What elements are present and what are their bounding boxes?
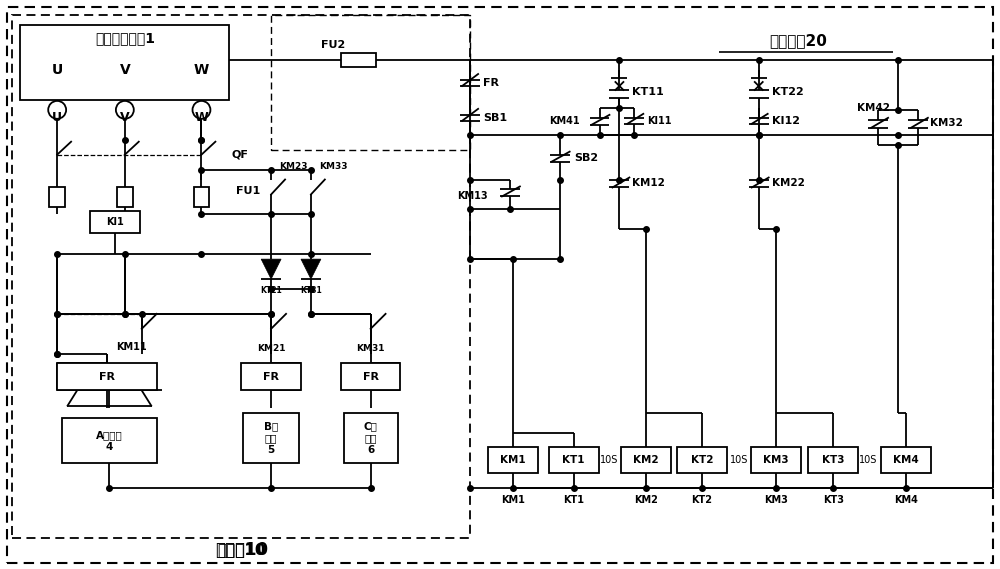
Text: KI1: KI1: [106, 217, 124, 227]
Text: FR: FR: [363, 372, 379, 382]
Bar: [62, 418, 157, 463]
Circle shape: [116, 101, 134, 119]
Text: FR: FR: [263, 372, 279, 382]
Bar: [117, 187, 133, 207]
Text: SB1: SB1: [483, 113, 507, 123]
Text: KM32: KM32: [930, 118, 963, 128]
Bar: [49, 187, 65, 207]
Bar: [243, 413, 299, 463]
Text: KT3: KT3: [823, 495, 844, 505]
Text: KT2: KT2: [691, 455, 713, 465]
Bar: [621, 447, 671, 473]
Bar: [341, 362, 400, 390]
Text: KM42: KM42: [857, 103, 890, 113]
Bar: [488, 447, 538, 473]
Text: KM22: KM22: [772, 179, 805, 188]
Text: 船舶发电机组1: 船舶发电机组1: [95, 31, 155, 45]
Text: W: W: [195, 112, 208, 124]
Text: KM1: KM1: [501, 495, 525, 505]
Text: KT3: KT3: [822, 455, 845, 465]
Text: 主电路10: 主电路10: [217, 542, 266, 557]
Bar: [20, 25, 229, 100]
Text: KT1: KT1: [562, 455, 585, 465]
Bar: [751, 447, 801, 473]
Text: KT22: KT22: [772, 87, 803, 97]
Bar: [241, 362, 301, 390]
Text: KM12: KM12: [632, 179, 665, 188]
Bar: [677, 447, 727, 473]
Text: KM13: KM13: [457, 191, 488, 201]
Text: KM1: KM1: [500, 455, 526, 465]
Bar: [194, 187, 209, 207]
Text: KM4: KM4: [893, 455, 919, 465]
Text: B类
负载
5: B类 负载 5: [264, 422, 278, 455]
Text: KM41: KM41: [549, 116, 580, 126]
Text: KI12: KI12: [772, 116, 800, 126]
Text: KM23: KM23: [279, 162, 308, 171]
Text: KM2: KM2: [634, 495, 658, 505]
Bar: [344, 413, 398, 463]
Circle shape: [48, 101, 66, 119]
Text: KT21: KT21: [260, 286, 282, 295]
Bar: [12, 15, 470, 538]
Text: KM11: KM11: [116, 342, 147, 352]
Text: FU2: FU2: [321, 40, 345, 50]
Text: A类负载
4: A类负载 4: [96, 430, 122, 452]
Text: 10S: 10S: [600, 455, 619, 465]
Text: FU1: FU1: [236, 187, 261, 196]
Text: KT2: KT2: [692, 495, 713, 505]
Text: 10S: 10S: [859, 455, 877, 465]
Bar: [808, 447, 858, 473]
Polygon shape: [301, 259, 321, 279]
Bar: [341, 53, 376, 67]
Text: FR: FR: [483, 78, 499, 88]
Text: 主电路10: 主电路10: [215, 541, 268, 559]
Text: V: V: [120, 112, 130, 124]
Text: KM31: KM31: [356, 344, 385, 353]
Text: KT1: KT1: [563, 495, 584, 505]
Text: U: U: [52, 63, 63, 77]
Text: FR: FR: [99, 372, 115, 382]
Text: KM2: KM2: [633, 455, 659, 465]
Text: KM33: KM33: [319, 162, 347, 171]
Text: V: V: [119, 63, 130, 77]
Text: W: W: [194, 63, 209, 77]
Text: C类
负载
6: C类 负载 6: [364, 422, 378, 455]
Text: U: U: [52, 112, 62, 124]
Text: KM3: KM3: [764, 495, 788, 505]
Text: KT31: KT31: [300, 286, 322, 295]
Text: QF: QF: [231, 150, 248, 160]
Text: KI11: KI11: [647, 116, 672, 126]
Text: KM21: KM21: [257, 344, 285, 353]
Text: 控制电路20: 控制电路20: [770, 32, 827, 48]
Bar: [271, 15, 470, 150]
Bar: [549, 447, 599, 473]
Bar: [90, 211, 140, 233]
Text: KM4: KM4: [894, 495, 918, 505]
Circle shape: [193, 101, 210, 119]
Bar: [57, 362, 157, 390]
Text: KM3: KM3: [763, 455, 788, 465]
Text: KT11: KT11: [632, 87, 664, 97]
Text: SB2: SB2: [575, 152, 599, 163]
Text: 10S: 10S: [730, 455, 748, 465]
Bar: [881, 447, 931, 473]
Polygon shape: [261, 259, 281, 279]
